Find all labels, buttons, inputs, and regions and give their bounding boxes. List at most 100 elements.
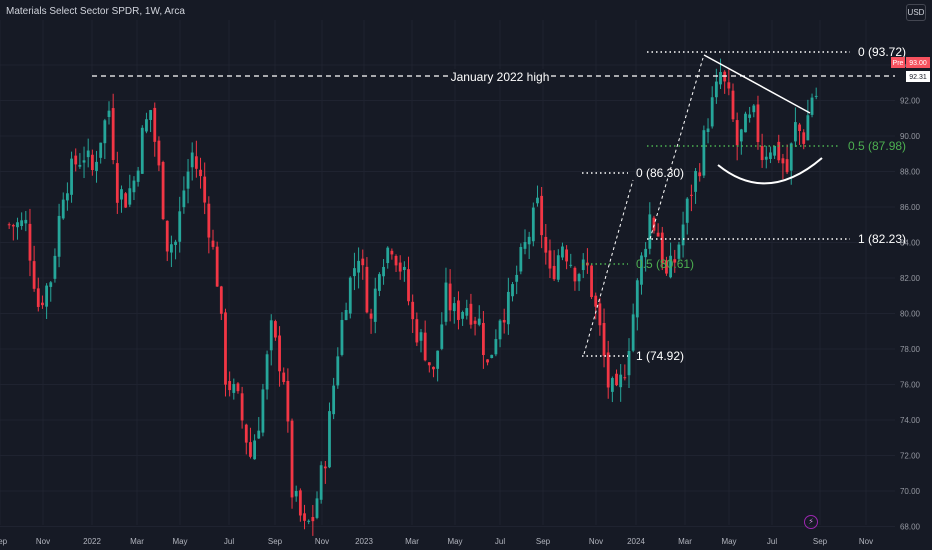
candle-body — [90, 154, 94, 171]
fib2-half-label: 0.5 (87.98) — [848, 139, 906, 153]
y-tick-label: 86.00 — [900, 203, 921, 212]
candle-body — [506, 291, 510, 325]
x-tick-label: 2023 — [355, 537, 373, 546]
candle-body — [477, 318, 481, 325]
candle-body — [735, 120, 739, 146]
candle-body — [278, 335, 281, 372]
candle-body — [461, 312, 464, 319]
candle-body — [656, 232, 660, 237]
y-tick-label: 78.00 — [900, 345, 921, 354]
last-price-text: 92.31 — [909, 74, 927, 81]
y-tick-label: 88.00 — [900, 168, 921, 177]
candle-body — [298, 490, 302, 516]
candle-body — [199, 169, 202, 177]
candle-body — [174, 241, 177, 245]
candle-body — [544, 236, 548, 253]
candle-body — [340, 319, 344, 355]
candle-body — [623, 377, 627, 379]
candle-body — [369, 313, 373, 319]
candle-body — [469, 303, 473, 325]
x-tick-label: Sep — [536, 537, 551, 546]
candle-body — [149, 110, 152, 120]
candle-body — [752, 105, 756, 113]
candle-body — [619, 374, 623, 388]
candle-body — [336, 356, 340, 386]
candle-body — [640, 255, 643, 285]
candle-body — [739, 129, 743, 142]
candle-body — [615, 373, 618, 386]
candle-body — [178, 211, 182, 242]
y-tick-label: 74.00 — [900, 416, 921, 425]
candle-body — [240, 393, 244, 421]
candle-body — [219, 286, 223, 314]
candle-body — [165, 220, 169, 252]
candle-body — [332, 385, 336, 415]
candle-body — [794, 122, 797, 142]
candle-body — [307, 520, 311, 522]
candle-body — [556, 255, 560, 280]
candle-body — [569, 264, 573, 266]
fib1-half-label: 0.5 (80.61) — [636, 257, 694, 271]
candle-body — [203, 176, 207, 203]
currency-button[interactable]: USD — [906, 4, 926, 21]
candle-body — [382, 266, 385, 277]
candle-body — [669, 255, 672, 278]
candle-body — [57, 215, 61, 257]
candle-body — [182, 190, 186, 208]
candle-body — [103, 120, 107, 144]
candle-body — [378, 274, 381, 291]
candle-body — [261, 389, 265, 433]
candle-body — [769, 152, 772, 159]
candle-body — [95, 161, 98, 171]
price-axis[interactable]: 66.0068.0070.0072.0074.0076.0078.0080.00… — [900, 61, 921, 550]
pre-price-text: 93.00 — [909, 60, 927, 67]
candle-body — [727, 82, 731, 89]
candle-body — [36, 288, 40, 307]
candle-body — [577, 274, 581, 282]
jan-2022-high-label: January 2022 high — [451, 70, 550, 84]
cup-arc — [717, 157, 823, 185]
candle-body — [224, 312, 227, 385]
x-tick-label: May — [721, 537, 736, 546]
candle-body — [798, 124, 801, 132]
pre-tag-badge — [891, 57, 905, 68]
candle-body — [744, 113, 747, 133]
candle-body — [20, 220, 24, 227]
candle-body — [760, 146, 764, 161]
candle-body — [802, 132, 806, 144]
candle-body — [45, 285, 48, 307]
fib1-one-label: 1 (74.92) — [636, 349, 684, 363]
candle-body — [311, 517, 315, 522]
candle-body — [407, 269, 410, 302]
candle-body — [274, 321, 277, 338]
candle-body — [124, 193, 128, 208]
candle-body — [328, 411, 331, 468]
x-tick-label: 2024 — [627, 537, 645, 546]
lightning-bolt-icon[interactable]: ⚡ — [804, 515, 818, 529]
candle-body — [490, 354, 494, 358]
candle-body — [70, 158, 73, 195]
candle-body — [294, 490, 298, 497]
candle-body — [685, 198, 689, 223]
candle-body — [86, 150, 90, 158]
x-tick-label: Nov — [589, 537, 603, 546]
candle-body — [228, 381, 232, 391]
candle-body — [111, 108, 115, 161]
y-tick-label: 70.00 — [900, 487, 921, 496]
candle-body — [457, 300, 460, 320]
candle-body — [244, 424, 248, 443]
time-axis[interactable]: Sep Nov 2022 Mar May Jul Sep Nov 2023 Mar May Jul Se… — [0, 537, 873, 546]
candle-body — [714, 81, 718, 98]
candle-body — [128, 188, 132, 205]
candle-body — [810, 97, 814, 115]
candle-body — [24, 219, 28, 224]
candle-body — [373, 288, 377, 322]
candle-body — [448, 283, 452, 311]
fib2-trend-line — [649, 57, 704, 240]
candle-body — [411, 301, 415, 320]
candle-body — [561, 246, 564, 258]
candle-body — [436, 350, 440, 369]
candle-body — [153, 107, 157, 142]
candle-body — [419, 332, 423, 341]
